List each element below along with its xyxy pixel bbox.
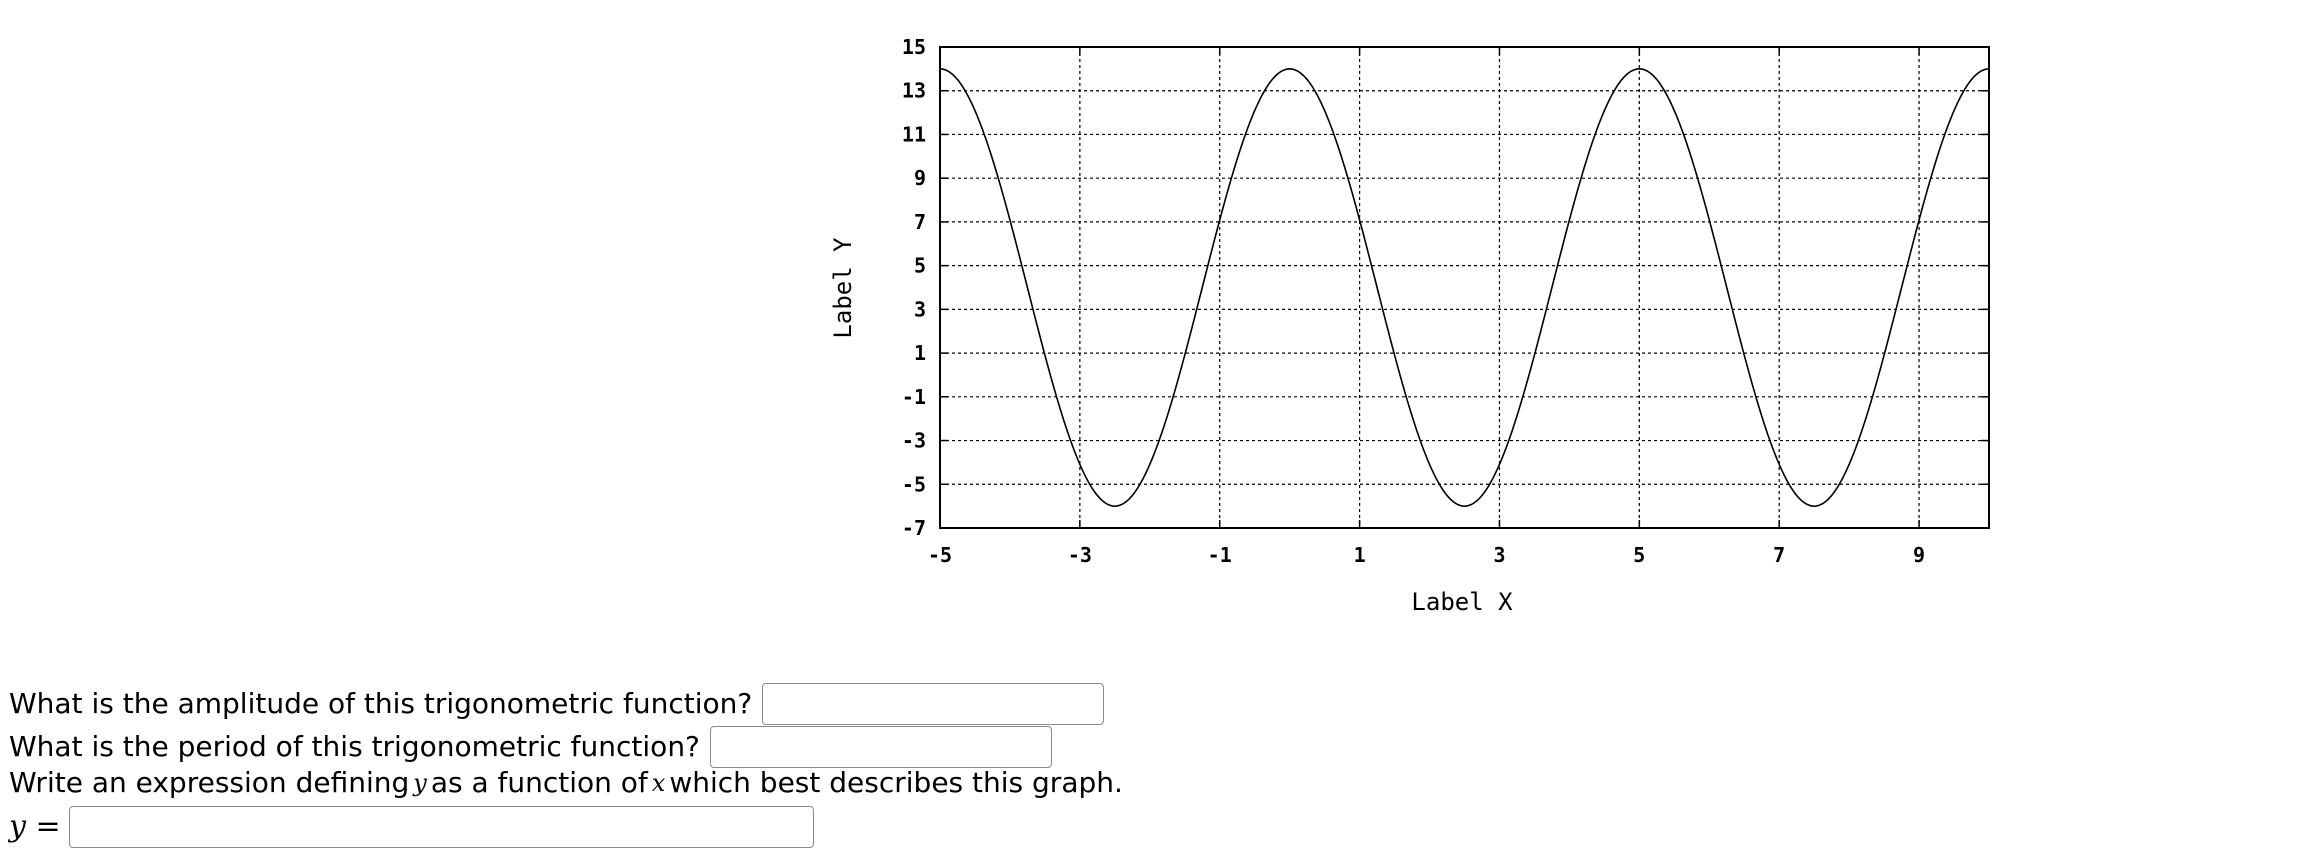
expression-input[interactable] xyxy=(68,806,814,848)
amplitude-input[interactable] xyxy=(762,683,1105,725)
x-tick-label: 9 xyxy=(1913,543,1925,567)
x-axis-label: Label X xyxy=(1411,588,1513,616)
expression-suffix: which best describes this graph. xyxy=(669,766,1123,799)
y-tick-label: 11 xyxy=(902,122,926,146)
x-tick-label: 5 xyxy=(1633,543,1645,567)
y-axis-label: Label Y xyxy=(829,237,857,339)
x-tick-labels: -5 -3 -1 1 3 5 7 9 xyxy=(928,543,1925,567)
y-tick-label: 1 xyxy=(914,341,926,365)
expression-answer-row: y = xyxy=(9,806,814,848)
x-tick-label: -3 xyxy=(1068,543,1092,567)
series-line-0 xyxy=(939,68,1990,507)
plot-frame xyxy=(939,46,1990,529)
y-tick-label: 5 xyxy=(914,254,926,278)
y-tick-label: -5 xyxy=(902,472,926,496)
y-tick-label: -7 xyxy=(902,516,926,540)
expression-var-y: y xyxy=(413,769,427,797)
y-tick-label: 9 xyxy=(914,166,926,190)
x-tick-label: -5 xyxy=(928,543,952,567)
expression-prefix: Write an expression defining xyxy=(9,766,410,799)
period-input[interactable] xyxy=(709,726,1052,768)
expression-var-x: x xyxy=(651,769,666,797)
period-question-text: What is the period of this trigonometric… xyxy=(9,730,700,763)
y-tick-label: 7 xyxy=(914,210,926,234)
expression-middle: as a function of xyxy=(430,766,648,799)
y-tick-label: 13 xyxy=(902,79,926,103)
y-tick-labels: 15 13 11 9 7 5 3 1 -1 -3 -5 -7 xyxy=(902,35,926,540)
y-tick-label: 3 xyxy=(914,297,926,321)
amplitude-question: What is the amplitude of this trigonomet… xyxy=(9,683,1105,725)
amplitude-question-text: What is the amplitude of this trigonomet… xyxy=(9,687,753,720)
y-tick-label: 15 xyxy=(902,35,926,59)
answer-label-eq: = xyxy=(25,809,61,844)
x-tick-label: 3 xyxy=(1493,543,1505,567)
x-tick-label: -1 xyxy=(1208,543,1232,567)
period-question: What is the period of this trigonometric… xyxy=(9,726,1052,768)
answer-label-var: y xyxy=(9,809,26,844)
tick-marks xyxy=(939,46,1989,529)
answer-label: y = xyxy=(9,810,61,844)
grid-lines xyxy=(940,47,1989,528)
y-tick-label: -1 xyxy=(902,385,926,409)
x-tick-label: 7 xyxy=(1773,543,1785,567)
expression-question: Write an expression defining y as a func… xyxy=(9,766,1123,800)
y-tick-label: -3 xyxy=(902,429,926,453)
x-tick-label: 1 xyxy=(1354,543,1366,567)
